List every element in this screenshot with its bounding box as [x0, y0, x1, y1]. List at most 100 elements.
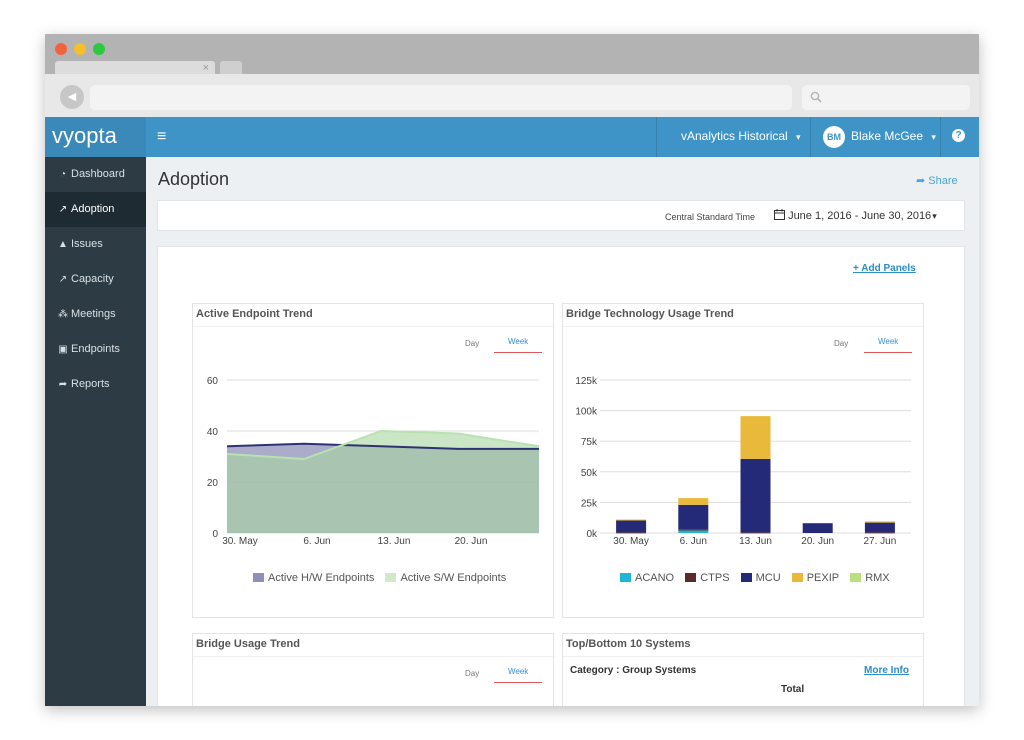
- legend-swatch: [740, 573, 752, 582]
- y-tick-label: 100k: [575, 407, 598, 418]
- date-range-value: June 1, 2016 - June 30, 2016: [788, 210, 932, 222]
- legend-item[interactable]: Active H/W Endpoints: [253, 572, 374, 584]
- date-range-picker[interactable]: June 1, 2016 - June 30, 2016▾: [774, 209, 937, 222]
- sidebar-item-label: Dashboard: [71, 168, 125, 180]
- x-tick-label: 13. Jun: [739, 536, 772, 547]
- logo-text: vyopta: [52, 125, 118, 148]
- sidebar-item-label: Meetings: [71, 308, 116, 320]
- bar-segment: [740, 532, 771, 534]
- bar-segment: [678, 530, 709, 533]
- maximize-window-button[interactable]: [93, 43, 105, 55]
- user-menu[interactable]: Blake McGee ▾: [851, 117, 936, 157]
- legend-label: Active S/W Endpoints: [400, 572, 507, 584]
- minimize-window-button[interactable]: [74, 43, 86, 55]
- sidebar-item-meetings[interactable]: ⁂ Meetings: [45, 297, 146, 332]
- nav-divider: [656, 117, 657, 157]
- legend-label: CTPS: [700, 572, 730, 584]
- user-name-label: Blake McGee: [851, 129, 924, 143]
- panel-bridge-usage-trend: Bridge Usage Trend Day Week: [192, 633, 555, 706]
- legend-item[interactable]: PEXIP: [791, 572, 839, 584]
- address-bar[interactable]: [90, 85, 792, 110]
- toggle-active-underline: [864, 352, 912, 353]
- sidebar-item-label: Adoption: [71, 203, 115, 215]
- share-arrow-icon: ➦: [58, 379, 68, 390]
- legend-swatch: [850, 573, 862, 582]
- share-icon: ➦: [916, 175, 926, 187]
- toggle-day[interactable]: Day: [465, 339, 480, 348]
- browser-window: × ◀ vyopta ≡ vAnalytics Historical ▾ BM …: [45, 34, 979, 706]
- legend-swatch: [685, 573, 697, 582]
- y-tick-label: 20: [207, 478, 219, 489]
- bar-segment: [616, 532, 647, 534]
- legend-label: RMX: [865, 572, 890, 584]
- legend-label: ACANO: [635, 572, 675, 584]
- menu-toggle-icon[interactable]: ≡: [157, 128, 167, 145]
- back-icon[interactable]: ◀: [60, 85, 84, 109]
- legend-item[interactable]: MCU: [740, 572, 781, 584]
- bar-segment: [616, 520, 647, 533]
- sidebar-item-reports[interactable]: ➦ Reports: [45, 367, 146, 402]
- bar-segment: [740, 416, 771, 459]
- toggle-week[interactable]: Week: [878, 337, 899, 346]
- x-tick-label: 30. May: [613, 536, 649, 547]
- legend-item[interactable]: RMX: [850, 572, 890, 584]
- vyopta-logo[interactable]: vyopta: [45, 117, 146, 157]
- y-tick-label: 0: [212, 529, 218, 540]
- sidebar-item-dashboard[interactable]: ◔ Dashboard: [45, 157, 146, 192]
- bar-segment: [740, 458, 771, 533]
- add-panels-link[interactable]: + Add Panels: [853, 263, 916, 274]
- panel-active-endpoint-trend: Active Endpoint Trend Day Week 0 20 40 60 30…: [192, 303, 555, 618]
- area-chart-icon: ↗: [58, 274, 68, 285]
- caret-down-icon: ▾: [932, 211, 937, 221]
- sidebar-item-issues[interactable]: ▲ Issues: [45, 227, 146, 262]
- bar-segment: [616, 519, 647, 521]
- legend-item[interactable]: ACANO: [620, 572, 674, 584]
- x-tick-label: 13. Jun: [378, 536, 411, 547]
- panels-container: + Add Panels Active Endpoint Trend Day W…: [157, 246, 965, 706]
- panel-bridge-technology-usage-trend: Bridge Technology Usage Trend Day Week 0…: [562, 303, 925, 618]
- line-series-hw: [226, 442, 539, 450]
- more-info-link[interactable]: More Info: [864, 665, 909, 676]
- bar-segment: [678, 498, 709, 505]
- sidebar-item-adoption[interactable]: ↗ Adoption: [45, 192, 146, 227]
- product-select-label: vAnalytics Historical: [681, 129, 788, 143]
- toggle-day[interactable]: Day: [465, 669, 480, 678]
- sidebar-item-capacity[interactable]: ↗ Capacity: [45, 262, 146, 297]
- browser-search-input[interactable]: [802, 85, 970, 110]
- search-icon: [810, 91, 822, 103]
- legend-item[interactable]: Active S/W Endpoints: [385, 572, 506, 584]
- legend-item[interactable]: CTPS: [685, 572, 730, 584]
- new-tab-button[interactable]: [220, 61, 242, 74]
- legend-swatch: [791, 573, 803, 582]
- browser-tab[interactable]: ×: [55, 61, 215, 75]
- close-window-button[interactable]: [55, 43, 67, 55]
- product-select[interactable]: vAnalytics Historical ▾: [681, 117, 801, 157]
- toggle-day[interactable]: Day: [834, 339, 849, 348]
- sidebar-item-endpoints[interactable]: ▣ Endpoints: [45, 332, 146, 367]
- dashboard-icon: ◔: [59, 169, 67, 180]
- y-tick-label: 40: [207, 427, 219, 438]
- legend-label: Active H/W Endpoints: [268, 572, 375, 584]
- area-series-sw: [227, 431, 539, 533]
- share-button[interactable]: ➦ Share: [916, 174, 958, 187]
- y-tick-label: 0k: [586, 529, 598, 540]
- tab-close-icon[interactable]: ×: [202, 62, 209, 74]
- help-icon[interactable]: ?: [952, 129, 965, 142]
- avatar[interactable]: BM: [823, 126, 845, 148]
- calendar-icon: [774, 209, 785, 220]
- filter-bar: Central Standard Time June 1, 2016 - Jun…: [157, 200, 965, 231]
- share-label: Share: [928, 175, 958, 187]
- toggle-week[interactable]: Week: [508, 667, 529, 676]
- panel-title: Bridge Technology Usage Trend: [566, 308, 734, 320]
- app-header: vyopta ≡ vAnalytics Historical ▾ BM Blak…: [45, 117, 979, 157]
- main-content: Adoption ➦ Share Central Standard Time J…: [146, 157, 979, 706]
- logo-wordmark: vyopta: [52, 125, 118, 148]
- warning-icon: ▲: [58, 239, 68, 250]
- y-tick-label: 125k: [575, 376, 598, 387]
- bar-segment: [802, 523, 833, 533]
- toggle-active-underline: [494, 352, 542, 353]
- toggle-week[interactable]: Week: [508, 337, 529, 346]
- bar-segment: [864, 532, 895, 534]
- category-label: Category : Group Systems: [570, 665, 697, 676]
- x-tick-label: 27. Jun: [863, 536, 896, 547]
